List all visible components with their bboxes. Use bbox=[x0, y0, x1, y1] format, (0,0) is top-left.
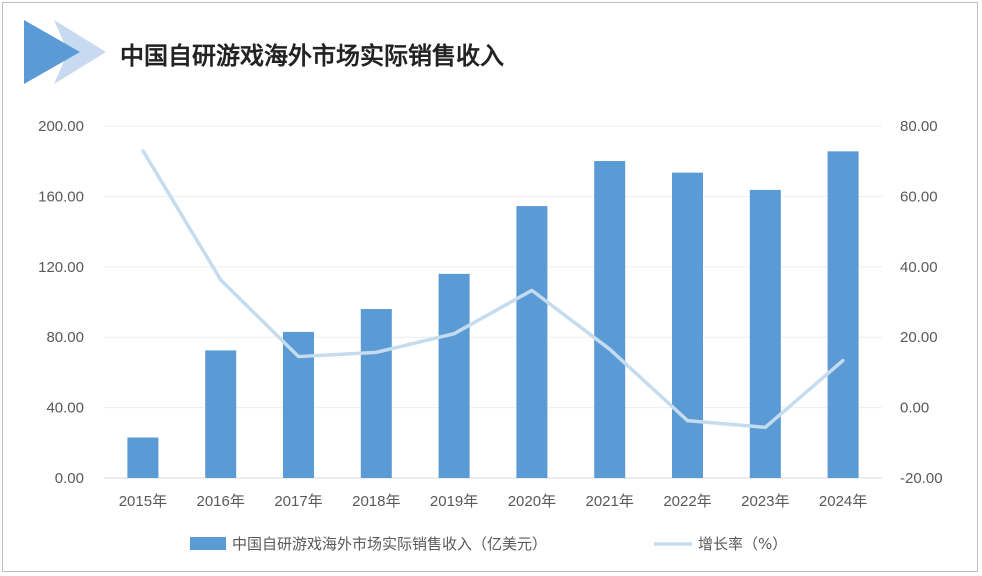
growth-rate-point bbox=[374, 350, 378, 354]
bar-2023年 bbox=[749, 189, 781, 478]
growth-rate-point bbox=[452, 332, 456, 336]
y-right-tick-label: 20.00 bbox=[900, 329, 938, 346]
x-tick-label: 2019年 bbox=[430, 493, 478, 510]
bar-2019年 bbox=[438, 273, 470, 478]
growth-rate-point bbox=[841, 358, 845, 362]
y-left-tick-label: 120.00 bbox=[38, 259, 84, 276]
x-tick-label: 2023年 bbox=[741, 493, 789, 510]
x-tick-label: 2022年 bbox=[663, 493, 711, 510]
bar-2021年 bbox=[594, 161, 626, 479]
legend-bar-swatch bbox=[190, 537, 226, 550]
chevron-front-shape bbox=[24, 20, 80, 84]
growth-rate-point bbox=[530, 288, 534, 292]
y-right-tick-label: 60.00 bbox=[900, 188, 938, 205]
growth-rate-point bbox=[608, 347, 612, 351]
bar-2017年 bbox=[283, 331, 314, 478]
bar-2015年 bbox=[127, 437, 159, 478]
x-tick-label: 2024年 bbox=[819, 493, 867, 510]
y-left-tick-label: 200.00 bbox=[38, 118, 84, 135]
y-right-tick-label: 40.00 bbox=[900, 259, 938, 276]
y-left-tick-label: 0.00 bbox=[55, 470, 84, 487]
x-tick-label: 2017年 bbox=[274, 493, 322, 510]
growth-rate-point bbox=[763, 425, 767, 429]
bar-2016年 bbox=[205, 350, 237, 478]
x-tick-label: 2018年 bbox=[352, 493, 400, 510]
x-tick-label: 2021年 bbox=[586, 493, 634, 510]
x-tick-label: 2020年 bbox=[508, 493, 556, 510]
y-right-tick-label: 80.00 bbox=[900, 118, 938, 135]
growth-rate-point bbox=[141, 149, 145, 153]
y-right-tick-label: -20.00 bbox=[900, 470, 943, 487]
legend-bar-label: 中国自研游戏海外市场实际销售收入（亿美元） bbox=[232, 535, 547, 553]
bar-2020年 bbox=[516, 206, 548, 478]
bar-2022年 bbox=[672, 172, 703, 478]
y-right-tick-label: 0.00 bbox=[900, 400, 929, 417]
x-tick-label: 2015年 bbox=[119, 493, 167, 510]
bar-2024年 bbox=[827, 151, 859, 478]
growth-rate-point bbox=[219, 278, 223, 282]
y-left-tick-label: 160.00 bbox=[38, 188, 84, 205]
growth-rate-point bbox=[686, 419, 689, 423]
y-left-tick-label: 80.00 bbox=[46, 329, 84, 346]
y-left-tick-label: 40.00 bbox=[46, 400, 84, 417]
bar-2018年 bbox=[360, 309, 392, 478]
growth-rate-line bbox=[141, 149, 845, 430]
chart-title: 中国自研游戏海外市场实际销售收入 bbox=[120, 42, 504, 70]
title-chevron-icon bbox=[24, 20, 106, 84]
legend-line-label: 增长率（%） bbox=[698, 535, 787, 553]
x-tick-label: 2016年 bbox=[197, 493, 245, 510]
growth-rate-point bbox=[297, 355, 300, 359]
